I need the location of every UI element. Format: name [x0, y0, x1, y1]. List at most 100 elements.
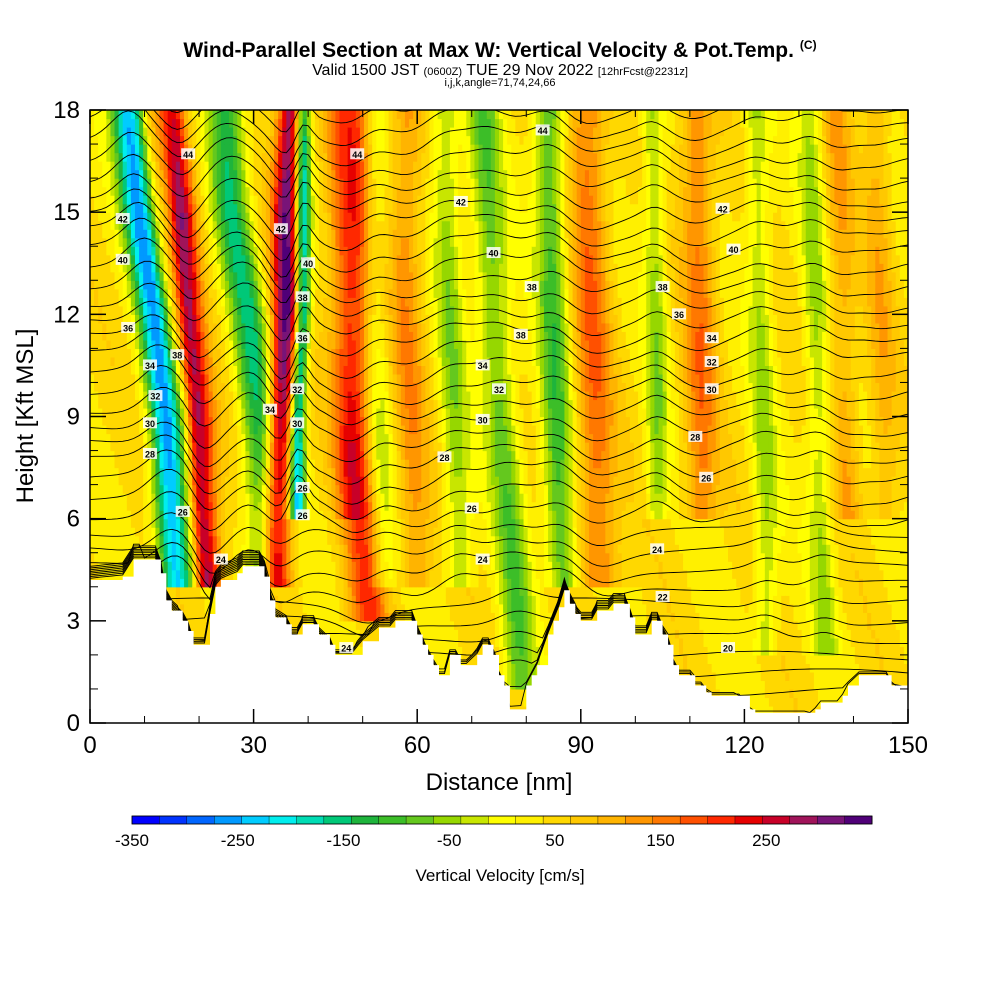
heatmap-cell	[359, 535, 365, 545]
heatmap-cell	[200, 442, 206, 452]
heatmap-cell	[179, 186, 185, 196]
heatmap-cell	[192, 356, 197, 367]
heatmap-cell	[192, 263, 197, 273]
heatmap-cell	[171, 144, 177, 154]
heatmap-cell	[302, 365, 308, 375]
heatmap-cell	[102, 356, 107, 367]
heatmap-cell	[159, 254, 165, 264]
heatmap-cell	[331, 356, 336, 367]
heatmap-cell	[286, 476, 292, 486]
heatmap-cell	[351, 552, 357, 562]
heatmap-cell	[355, 220, 361, 230]
heatmap-cell	[355, 365, 361, 375]
heatmap-cell	[290, 314, 296, 324]
heatmap-cell	[306, 186, 312, 196]
heatmap-cell	[130, 161, 136, 171]
heatmap-cell	[220, 484, 226, 494]
heatmap-cell	[286, 569, 292, 579]
heatmap-cell	[204, 110, 210, 120]
heatmap-cell	[368, 535, 373, 545]
heatmap-cell	[290, 407, 296, 418]
heatmap-cell	[110, 144, 116, 154]
heatmap-cell	[106, 246, 112, 256]
heatmap-cell	[290, 595, 296, 605]
heatmap-cell	[102, 467, 107, 477]
heatmap-cell	[179, 484, 185, 494]
heatmap-cell	[175, 467, 181, 477]
heatmap-cell	[274, 382, 279, 392]
heatmap-cell	[364, 578, 369, 588]
heatmap-cell	[224, 288, 230, 298]
heatmap-cell	[327, 484, 332, 494]
heatmap-cell	[196, 186, 202, 196]
heatmap-cell	[278, 390, 283, 401]
heatmap-cell	[323, 280, 328, 290]
heatmap-cell	[286, 220, 292, 230]
heatmap-cell	[286, 178, 292, 188]
heatmap-cell	[212, 169, 218, 179]
heatmap-cell	[184, 305, 189, 315]
heatmap-cell	[126, 510, 132, 520]
heatmap-cell	[274, 459, 279, 469]
heatmap-cell	[167, 246, 173, 256]
heatmap-cell	[122, 169, 128, 179]
heatmap-cell	[208, 527, 214, 537]
heatmap-cell	[327, 620, 332, 630]
heatmap-cell	[155, 322, 161, 332]
heatmap-cell	[323, 578, 328, 588]
heatmap-cell	[265, 178, 271, 188]
heatmap-cell	[196, 637, 202, 647]
heatmap-cell	[310, 212, 316, 222]
heatmap-cell	[171, 178, 177, 188]
heatmap-cell	[171, 339, 177, 349]
heatmap-cell	[310, 459, 316, 469]
heatmap-cell	[278, 203, 283, 213]
heatmap-cell	[372, 629, 377, 639]
heatmap-cell	[282, 178, 287, 188]
heatmap-cell	[298, 356, 304, 367]
heatmap-cell	[323, 459, 328, 469]
heatmap-cell	[229, 135, 234, 145]
heatmap-cell	[175, 356, 181, 367]
heatmap-cell	[184, 229, 189, 239]
heatmap-cell	[233, 450, 238, 460]
heatmap-cell	[114, 161, 120, 171]
heatmap-cell	[167, 288, 173, 298]
heatmap-cell	[106, 212, 112, 222]
heatmap-cell	[134, 314, 140, 324]
heatmap-cell	[241, 459, 247, 469]
heatmap-cell	[314, 484, 320, 494]
heatmap-cell	[343, 493, 349, 503]
heatmap-cell	[208, 271, 214, 281]
heatmap-cell	[163, 476, 169, 486]
heatmap-cell	[241, 552, 247, 562]
heatmap-cell	[245, 178, 251, 188]
heatmap-cell	[319, 527, 324, 537]
heatmap-cell	[114, 450, 120, 460]
heatmap-cell	[139, 416, 144, 426]
heatmap-cell	[343, 407, 349, 418]
heatmap-cell	[188, 416, 193, 426]
heatmap-cell	[98, 271, 103, 281]
heatmap-cell	[192, 629, 197, 639]
heatmap-cell	[265, 297, 271, 307]
heatmap-cell	[335, 459, 341, 469]
heatmap-cell	[179, 467, 185, 477]
heatmap-cell	[208, 569, 214, 579]
heatmap-cell	[249, 178, 255, 188]
heatmap-cell	[216, 305, 222, 315]
heatmap-cell	[314, 561, 320, 571]
heatmap-cell	[314, 586, 320, 596]
heatmap-cell	[347, 288, 353, 298]
heatmap-cell	[200, 365, 206, 375]
heatmap-cell	[282, 186, 287, 196]
heatmap-cell	[368, 288, 373, 298]
heatmap-cell	[200, 118, 206, 128]
heatmap-cell	[261, 510, 267, 520]
heatmap-cell	[343, 544, 349, 554]
heatmap-cell	[151, 399, 157, 409]
heatmap-cell	[130, 127, 136, 137]
heatmap-cell	[364, 416, 369, 426]
heatmap-cell	[159, 237, 165, 247]
heatmap-cell	[224, 459, 230, 469]
